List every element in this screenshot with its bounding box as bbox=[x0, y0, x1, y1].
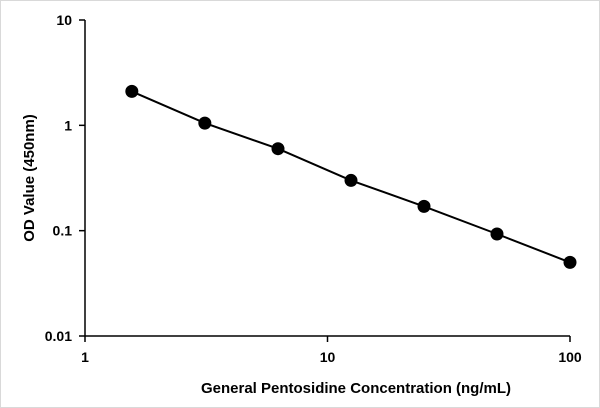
data-point bbox=[198, 116, 212, 130]
y-tick-label: 1 bbox=[64, 117, 72, 133]
data-point bbox=[490, 227, 504, 241]
data-point bbox=[271, 142, 285, 156]
y-tick-label: 0.01 bbox=[45, 328, 72, 344]
data-point bbox=[417, 199, 431, 213]
y-tick-label: 10 bbox=[56, 12, 72, 28]
tick-labels: 0.01 0.1 1 10 1 10 100 bbox=[45, 12, 582, 365]
y-axis-title: OD Value (450nm) bbox=[21, 114, 38, 242]
x-tick-label: 10 bbox=[320, 349, 336, 365]
axes bbox=[84, 20, 570, 337]
x-tick-label: 1 bbox=[81, 349, 89, 365]
data-point bbox=[563, 255, 577, 269]
x-tick-label: 100 bbox=[558, 349, 582, 365]
series-group bbox=[125, 84, 577, 269]
y-tick-label: 0.1 bbox=[53, 223, 73, 239]
data-point bbox=[344, 173, 358, 187]
data-point bbox=[125, 84, 139, 98]
x-axis-title: General Pentosidine Concentration (ng/mL… bbox=[201, 380, 511, 397]
ticks bbox=[79, 19, 571, 342]
